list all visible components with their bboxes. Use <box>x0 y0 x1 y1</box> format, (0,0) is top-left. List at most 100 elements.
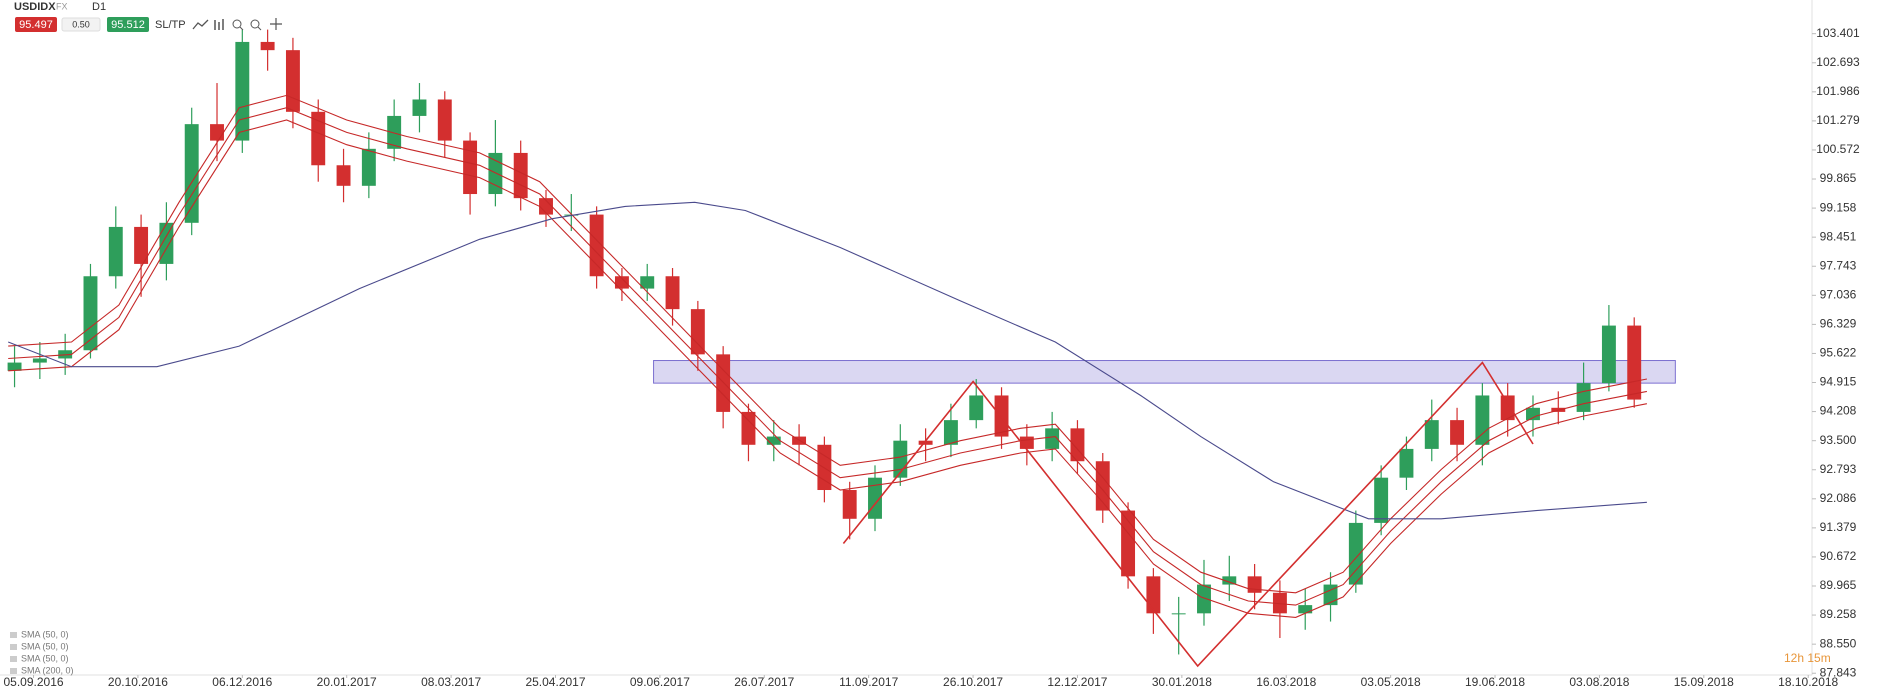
legend-entry[interactable]: SMA (50, 0) <box>21 653 69 663</box>
candle-body <box>1576 383 1591 412</box>
candle-body <box>285 50 300 112</box>
candle-body <box>1272 592 1287 614</box>
line-tool-icon[interactable] <box>192 19 209 30</box>
candle-body <box>943 420 958 445</box>
candle-body <box>361 148 376 186</box>
sell-price[interactable]: 95.497 <box>19 19 53 31</box>
x-tick-label: 15.09.2018 <box>1674 675 1734 689</box>
candle-body <box>1247 576 1262 593</box>
y-tick-label: 97.743 <box>1820 258 1857 272</box>
x-tick-label: 05.09.2016 <box>4 675 64 689</box>
symbol[interactable]: USDIDX <box>14 1 56 13</box>
candle-body <box>842 490 857 519</box>
candle-body <box>614 276 629 289</box>
candle-body <box>134 226 149 264</box>
buy-price[interactable]: 95.512 <box>111 19 145 31</box>
legend-swatch <box>10 656 17 662</box>
candle-body <box>1601 325 1616 384</box>
y-tick-label: 91.379 <box>1820 520 1857 534</box>
x-tick-label: 30.01.2018 <box>1152 675 1212 689</box>
candle-body <box>716 354 731 412</box>
candle-body <box>1526 407 1540 421</box>
y-tick-label: 99.158 <box>1820 200 1857 214</box>
y-tick-label: 92.086 <box>1820 491 1857 505</box>
y-tick-label: 96.329 <box>1820 317 1857 331</box>
candle-body <box>1450 420 1465 445</box>
candle-body <box>1171 613 1186 615</box>
candle-body <box>1146 576 1161 614</box>
candle-body <box>1197 584 1211 614</box>
x-tick-label: 20.01.2017 <box>317 675 377 689</box>
candle-body <box>108 226 123 277</box>
sltp-button[interactable]: SL/TP <box>155 19 186 31</box>
candle-body <box>32 358 47 363</box>
x-tick-label: 12.12.2017 <box>1047 675 1107 689</box>
candle-body <box>766 436 781 445</box>
sma-line <box>8 119 1648 618</box>
candle-body <box>260 41 275 51</box>
x-tick-label: 08.03.2017 <box>421 675 481 689</box>
candle-body <box>1627 325 1642 400</box>
candle-body <box>7 362 22 371</box>
candle-body <box>83 276 98 351</box>
candle-body <box>1095 461 1110 511</box>
sma-line <box>8 201 1647 520</box>
candle-body <box>1424 420 1439 449</box>
y-tick-label: 100.572 <box>1816 142 1860 156</box>
y-tick-label: 89.258 <box>1820 607 1857 621</box>
zoom-in-icon[interactable] <box>250 19 260 29</box>
candle-body <box>1121 510 1136 577</box>
candle-body <box>1222 576 1237 585</box>
sell-button[interactable] <box>15 17 57 32</box>
x-tick-label: 03.08.2018 <box>1569 675 1629 689</box>
y-tick-label: 95.622 <box>1820 346 1857 360</box>
candle-body <box>640 276 655 289</box>
candle-body <box>1399 448 1414 478</box>
x-tick-label: 11.09.2017 <box>839 675 898 689</box>
y-tick-label: 94.208 <box>1820 404 1857 418</box>
lot-input[interactable] <box>61 17 101 32</box>
y-tick-label: 88.550 <box>1820 636 1857 650</box>
legend-entry[interactable]: SMA (50, 0) <box>21 629 69 639</box>
plot <box>7 29 1676 668</box>
y-tick-label: 98.451 <box>1820 229 1857 243</box>
legend-entry[interactable]: SMA (50, 0) <box>21 641 69 651</box>
candle-tool-icon[interactable] <box>214 19 224 30</box>
zoom-in-handle <box>257 26 262 31</box>
crosshair-icon[interactable] <box>270 18 282 30</box>
candle-body <box>1298 605 1313 614</box>
timeframe[interactable]: D1 <box>92 1 106 13</box>
candle-body <box>1348 522 1363 585</box>
candle-body <box>792 436 807 445</box>
x-tick-label: 09.06.2017 <box>630 675 690 689</box>
x-tick-label: 25.04.2017 <box>525 675 585 689</box>
candle-body <box>1323 584 1338 606</box>
candle-body <box>1374 477 1389 523</box>
x-tick-label: 19.06.2018 <box>1465 675 1525 689</box>
y-tick-label: 89.965 <box>1820 578 1857 592</box>
y-tick-label: 93.500 <box>1820 433 1857 447</box>
y-tick-label: 94.915 <box>1820 375 1857 389</box>
y-tick-label: 97.036 <box>1820 287 1857 301</box>
sma-line <box>8 107 1648 606</box>
candle-body <box>690 309 705 355</box>
x-tick-label: 03.05.2018 <box>1361 675 1421 689</box>
zoom-out-icon[interactable] <box>232 19 242 29</box>
x-tick-label: 16.03.2018 <box>1256 675 1316 689</box>
candle-body <box>1500 395 1515 421</box>
lot-size[interactable]: 0.50 <box>72 19 90 29</box>
candle-body <box>463 140 478 195</box>
candle-body <box>969 395 984 421</box>
candle-body <box>210 124 224 141</box>
candle-body <box>336 165 351 186</box>
legend-entry[interactable]: SMA (200, 0) <box>21 665 74 675</box>
y-tick-label: 87.843 <box>1820 665 1857 679</box>
x-tick-label: 20.10.2016 <box>108 675 168 689</box>
y-tick-label: 99.865 <box>1820 171 1857 185</box>
buy-button[interactable] <box>107 17 149 32</box>
candle-body <box>184 124 199 223</box>
y-tick-label: 101.986 <box>1816 84 1860 98</box>
candle-body <box>437 99 452 141</box>
